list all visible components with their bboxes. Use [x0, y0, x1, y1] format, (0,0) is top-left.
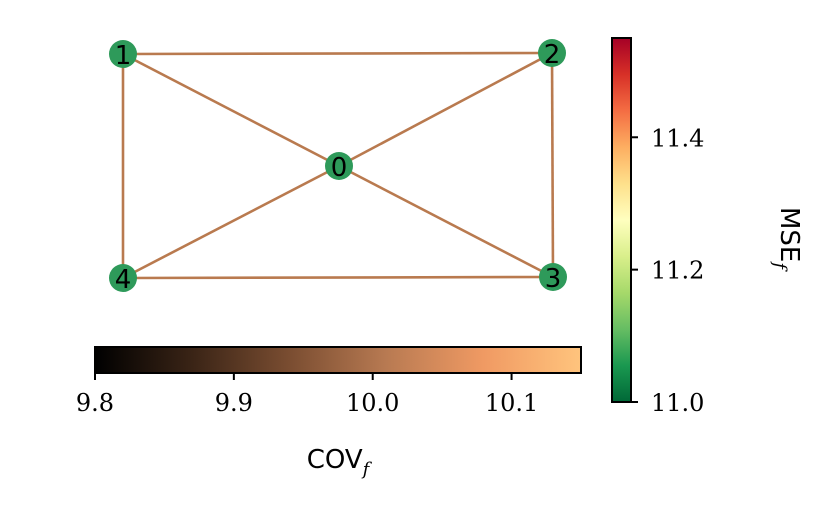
- node-3-label: 3: [545, 264, 562, 294]
- edge-2-0: [338, 51, 553, 168]
- right-colorbar-bar: [611, 37, 632, 403]
- bottom-colorbar: 9.8 9.9 10.0 10.1 COVf: [76, 346, 582, 480]
- right-colorbar-tick-label: 11.0: [651, 389, 704, 417]
- right-colorbar-tick-label: 11.2: [651, 257, 704, 285]
- bottom-colorbar-ticks: 9.8 9.9 10.0 10.1: [76, 373, 538, 417]
- node-0: 0: [325, 152, 353, 183]
- node-3-marker: [539, 263, 567, 291]
- node-4-label: 4: [115, 265, 132, 295]
- graph-nodes: 0 1 2 3 4: [109, 39, 567, 295]
- node-4: 4: [109, 264, 137, 295]
- right-colorbar-label: MSEf: [769, 207, 804, 272]
- node-0-marker: [325, 152, 353, 180]
- bottom-colorbar-tick-label: 9.8: [76, 389, 114, 417]
- bottom-colorbar-label: COVf: [307, 445, 373, 480]
- node-3: 3: [539, 263, 567, 294]
- node-2-label: 2: [544, 40, 561, 70]
- node-1-label: 1: [115, 41, 132, 71]
- right-colorbar: 11.0 11.2 11.4 MSEf: [611, 37, 804, 417]
- right-colorbar-tick-label: 11.4: [651, 124, 704, 152]
- graph-edges: [121, 51, 555, 280]
- bottom-colorbar-bar: [94, 346, 582, 374]
- node-2: 2: [538, 39, 566, 70]
- node-0-label: 0: [331, 153, 348, 183]
- bottom-colorbar-tick-label: 10.1: [485, 389, 538, 417]
- node-4-marker: [109, 264, 137, 292]
- right-colorbar-ticks: 11.0 11.2 11.4: [631, 124, 704, 417]
- node-1-marker: [109, 40, 137, 68]
- node-2-marker: [538, 39, 566, 67]
- bottom-colorbar-tick-label: 9.9: [215, 389, 253, 417]
- edge-1-2: [122, 51, 553, 56]
- edge-2-3: [550, 52, 555, 278]
- edge-4-3: [122, 275, 554, 280]
- edge-0-4: [122, 164, 340, 280]
- bottom-colorbar-tick-label: 10.0: [346, 389, 399, 417]
- edge-0-3: [338, 164, 554, 279]
- node-1: 1: [109, 40, 137, 71]
- edge-1-0: [122, 52, 340, 168]
